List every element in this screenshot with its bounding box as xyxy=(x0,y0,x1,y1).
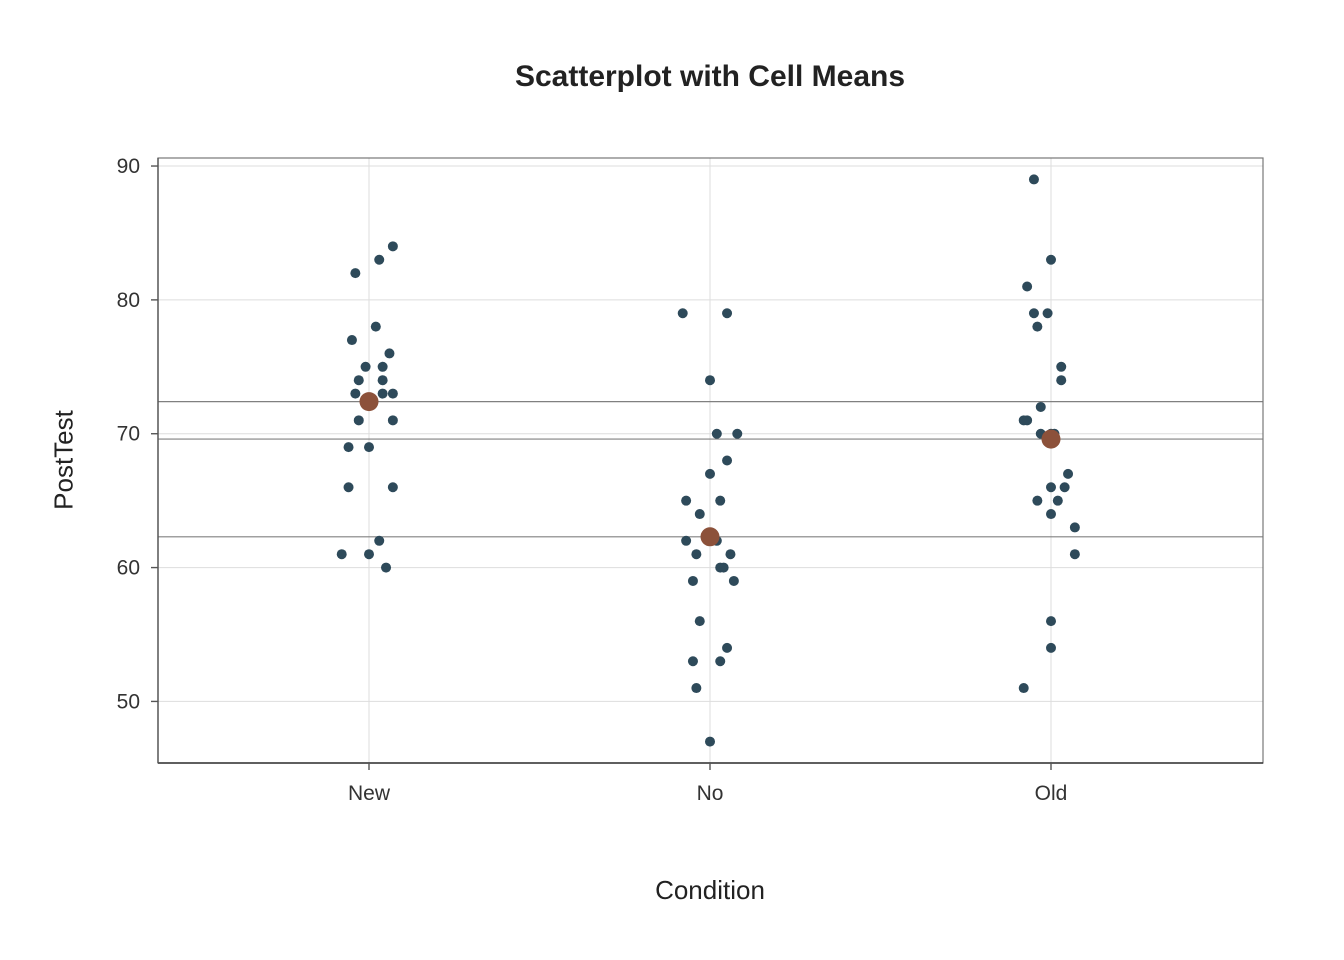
data-point xyxy=(705,468,715,479)
data-point xyxy=(381,562,392,573)
data-point xyxy=(364,442,374,453)
data-point xyxy=(681,495,692,506)
data-point xyxy=(1063,468,1074,479)
x-axis-label: Condition xyxy=(655,875,765,905)
data-point xyxy=(1046,642,1056,653)
data-point xyxy=(718,562,729,573)
data-point xyxy=(1042,308,1053,319)
data-point xyxy=(1056,375,1067,386)
mean-marker-new xyxy=(359,392,379,412)
data-point xyxy=(681,535,692,546)
x-tick-label: New xyxy=(348,782,391,805)
data-point xyxy=(1046,509,1056,520)
data-point xyxy=(705,736,715,747)
data-point xyxy=(728,575,739,586)
data-point xyxy=(384,348,395,359)
data-point xyxy=(711,428,722,439)
data-point xyxy=(705,375,715,386)
data-point xyxy=(387,482,398,493)
data-point xyxy=(1028,308,1039,319)
data-point xyxy=(725,549,736,560)
y-tick-label: 70 xyxy=(117,423,140,446)
data-point xyxy=(691,549,702,560)
data-point xyxy=(694,616,705,627)
data-point xyxy=(364,549,374,560)
data-point xyxy=(387,415,398,426)
data-point xyxy=(387,388,398,399)
data-point xyxy=(1046,482,1056,493)
data-point xyxy=(343,442,354,453)
data-point xyxy=(370,321,381,332)
data-point xyxy=(360,361,371,372)
data-point xyxy=(1046,616,1056,627)
data-point xyxy=(1069,522,1080,533)
data-point xyxy=(715,495,726,506)
data-point xyxy=(1022,281,1033,292)
data-point xyxy=(1032,495,1043,506)
y-tick-label: 50 xyxy=(117,690,140,713)
data-point xyxy=(722,455,733,466)
data-point xyxy=(350,388,361,399)
data-point xyxy=(1035,401,1046,412)
chart-title: Scatterplot with Cell Means xyxy=(514,60,906,93)
data-point xyxy=(687,656,698,667)
mean-markers xyxy=(359,392,1061,547)
data-point xyxy=(694,509,705,520)
data-point xyxy=(353,415,364,426)
data-point xyxy=(1059,482,1070,493)
grid-lines xyxy=(158,158,1263,763)
axis-ticks: 50 60 70 80 90 New No Old xyxy=(117,155,1068,805)
data-point xyxy=(722,642,733,653)
data-point xyxy=(346,335,357,346)
data-point xyxy=(1046,254,1056,265)
data-point xyxy=(1018,415,1029,426)
data-point xyxy=(1018,683,1029,694)
data-point xyxy=(732,428,743,439)
data-point xyxy=(687,575,698,586)
data-point xyxy=(722,308,733,319)
data-point xyxy=(377,388,388,399)
y-tick-label: 80 xyxy=(117,289,140,312)
data-point xyxy=(387,241,398,252)
y-tick-label: 90 xyxy=(117,155,140,178)
data-point xyxy=(353,375,364,386)
data-point xyxy=(374,535,385,546)
data-point xyxy=(377,375,388,386)
x-tick-label: Old xyxy=(1035,782,1068,805)
data-point xyxy=(343,482,354,493)
data-point xyxy=(677,308,688,319)
mean-marker-old xyxy=(1041,429,1061,449)
data-point xyxy=(1032,321,1043,332)
data-point xyxy=(350,268,361,279)
y-tick-label: 60 xyxy=(117,557,140,580)
data-point xyxy=(1069,549,1080,560)
mean-marker-no xyxy=(700,527,720,547)
data-point xyxy=(377,361,388,372)
data-point xyxy=(336,549,347,560)
data-point xyxy=(691,683,702,694)
data-point xyxy=(1028,174,1039,185)
data-point xyxy=(1052,495,1063,506)
data-point xyxy=(374,254,385,265)
data-point xyxy=(715,656,726,667)
data-point xyxy=(1056,361,1067,372)
x-tick-label: No xyxy=(697,782,724,805)
